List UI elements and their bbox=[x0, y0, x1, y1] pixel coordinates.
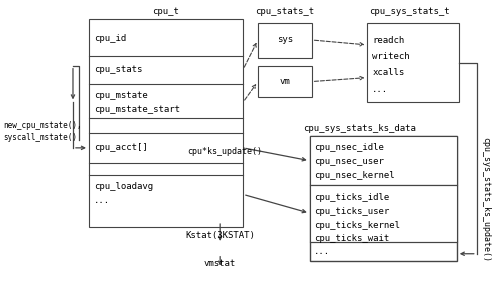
Text: cpu_loadavg: cpu_loadavg bbox=[94, 182, 153, 191]
Text: vm: vm bbox=[280, 77, 290, 86]
Bar bbox=[258, 23, 312, 58]
Text: cpu_nsec_kernel: cpu_nsec_kernel bbox=[314, 171, 394, 180]
Text: cpu_sys_stats_ks_data: cpu_sys_stats_ks_data bbox=[303, 124, 416, 133]
Text: cpu_id: cpu_id bbox=[94, 33, 126, 42]
Bar bbox=[310, 185, 457, 242]
Bar bbox=[310, 136, 457, 261]
Text: cpu_stats: cpu_stats bbox=[94, 65, 142, 74]
Text: Kstat(3KSTAT): Kstat(3KSTAT) bbox=[185, 232, 255, 241]
Text: cpu_ticks_kernel: cpu_ticks_kernel bbox=[314, 221, 400, 230]
Text: syscall_mstate(): syscall_mstate() bbox=[4, 133, 78, 142]
Text: cpu_mstate_start: cpu_mstate_start bbox=[94, 105, 180, 114]
Text: readch: readch bbox=[372, 37, 404, 46]
Text: cpu_acct[]: cpu_acct[] bbox=[94, 143, 148, 152]
Text: cpu_sys_stats_ks_update(): cpu_sys_stats_ks_update() bbox=[481, 137, 490, 262]
Bar bbox=[258, 66, 312, 98]
Text: cpu_ticks_user: cpu_ticks_user bbox=[314, 207, 389, 216]
Text: ...: ... bbox=[94, 196, 110, 205]
Bar bbox=[368, 23, 459, 102]
Text: writech: writech bbox=[372, 52, 410, 61]
Text: sys: sys bbox=[276, 35, 293, 44]
Bar bbox=[89, 19, 243, 227]
Text: new_cpu_mstate(),: new_cpu_mstate(), bbox=[4, 121, 82, 130]
Text: cpu*ks_update(): cpu*ks_update() bbox=[188, 147, 262, 156]
Text: cpu_ticks_wait: cpu_ticks_wait bbox=[314, 234, 389, 243]
Text: cpu_stats_t: cpu_stats_t bbox=[255, 7, 314, 16]
Text: cpu_ticks_idle: cpu_ticks_idle bbox=[314, 193, 389, 202]
Text: cpu_nsec_idle: cpu_nsec_idle bbox=[314, 143, 384, 152]
Text: cpu_sys_stats_t: cpu_sys_stats_t bbox=[369, 7, 450, 16]
Text: xcalls: xcalls bbox=[372, 68, 404, 77]
Text: vmstat: vmstat bbox=[204, 259, 236, 268]
Text: cpu_mstate: cpu_mstate bbox=[94, 91, 148, 100]
Text: ...: ... bbox=[314, 247, 330, 256]
Bar bbox=[310, 136, 457, 185]
Text: cpu_t: cpu_t bbox=[152, 7, 179, 16]
Text: ...: ... bbox=[372, 85, 388, 94]
Text: cpu_nsec_user: cpu_nsec_user bbox=[314, 157, 384, 166]
